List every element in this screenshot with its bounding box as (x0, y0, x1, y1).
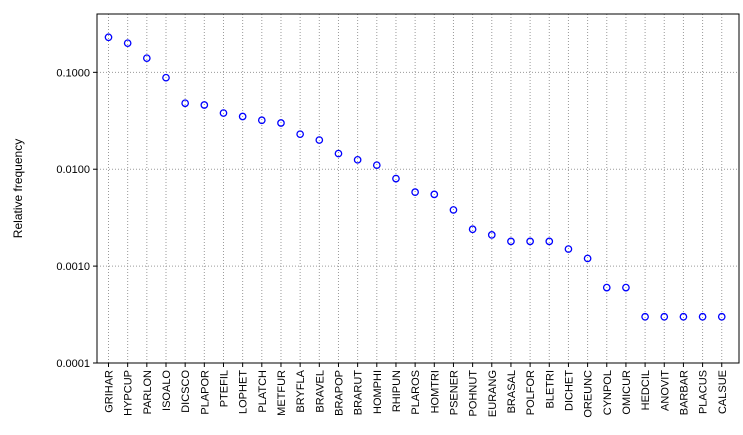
x-tick-label: HEDCIL (640, 370, 652, 410)
data-point (545, 237, 554, 246)
plot-frame (96, 13, 740, 364)
data-point (123, 39, 132, 48)
data-points (104, 33, 726, 321)
x-tick-label: BRAPOP (333, 370, 345, 416)
x-axis: GRIHAR HYPCUP PARLON ISOALO DICSCO PLAPOR PTEF… (103, 363, 729, 418)
data-point (449, 206, 458, 214)
x-tick-label: HYPCUP (123, 370, 135, 416)
x-tick-label: OREUNC (583, 370, 595, 418)
data-point (602, 283, 611, 292)
data-point (372, 161, 381, 170)
y-tick-label: 0.0100 (56, 164, 90, 176)
data-point (698, 312, 707, 321)
data-point (641, 312, 649, 321)
y-axis-title: Relative frequency (11, 139, 25, 238)
data-point (487, 231, 496, 239)
x-tick-label: PTEFIL (218, 370, 230, 407)
data-point (679, 312, 688, 321)
x-tick-label: PSENER (448, 370, 460, 415)
x-tick-label: BRASAL (506, 370, 518, 413)
x-tick-label: BARBAR (678, 370, 690, 415)
data-point (334, 149, 343, 158)
x-tick-label: PLAROS (410, 370, 422, 415)
x-tick-label: LOPHET (238, 370, 250, 414)
data-point (564, 245, 573, 253)
x-tick-label: PLAPOR (199, 370, 211, 415)
y-tick-label: 0.1000 (56, 67, 90, 79)
y-axis: 0.0001 0.0010 0.0100 0.1000 (56, 67, 97, 370)
x-tick-label: CYNPOL (602, 370, 614, 415)
data-point (296, 130, 304, 139)
x-tick-label: RHIPUN (391, 370, 403, 412)
data-point (660, 312, 669, 321)
x-tick-label: CALSUE (717, 370, 729, 414)
x-tick-label: METFUR (276, 370, 288, 416)
x-tick-label: DICHET (563, 370, 575, 411)
x-tick-label: EURANG (487, 370, 499, 417)
x-tick-label: HOMTRI (429, 370, 441, 413)
x-tick-label: BRYFLA (295, 369, 307, 412)
x-tick-label: BLETRI (544, 370, 556, 409)
x-tick-label: ANOVIT (659, 370, 671, 411)
data-point (392, 174, 400, 183)
x-tick-label: POHNUT (468, 370, 480, 417)
data-point (353, 155, 362, 164)
x-tick-label: BRARUT (353, 370, 365, 416)
data-point (277, 119, 285, 127)
x-tick-label: POLFOR (525, 370, 537, 415)
x-tick-label: PARLON (142, 370, 154, 414)
data-point (238, 112, 247, 121)
data-point (507, 237, 515, 246)
data-point (411, 188, 419, 196)
x-tick-label: BRAVEL (314, 370, 326, 413)
y-tick-label: 0.0001 (56, 358, 90, 370)
data-point (717, 312, 726, 321)
data-point (219, 109, 228, 117)
data-point (200, 101, 209, 109)
data-point (142, 54, 151, 63)
data-point (181, 99, 190, 108)
x-tick-label: HOMPHI (372, 370, 384, 414)
x-tick-label: PLATCH (257, 370, 269, 413)
x-tick-label: DICSCO (180, 370, 192, 413)
data-point (583, 254, 592, 263)
y-tick-label: 0.0010 (56, 261, 90, 273)
data-point (468, 225, 477, 234)
data-point (162, 73, 170, 82)
x-tick-label: GRIHAR (103, 370, 115, 413)
data-point (104, 33, 113, 42)
data-point (526, 237, 534, 246)
data-point (430, 190, 439, 199)
data-point (622, 283, 630, 292)
x-tick-label: PLACUS (698, 370, 710, 414)
data-point (315, 136, 324, 144)
x-tick-label: ISOALO (161, 370, 173, 411)
x-tick-label: OMICUR (621, 370, 633, 415)
grid (97, 14, 739, 364)
data-point (257, 116, 266, 125)
